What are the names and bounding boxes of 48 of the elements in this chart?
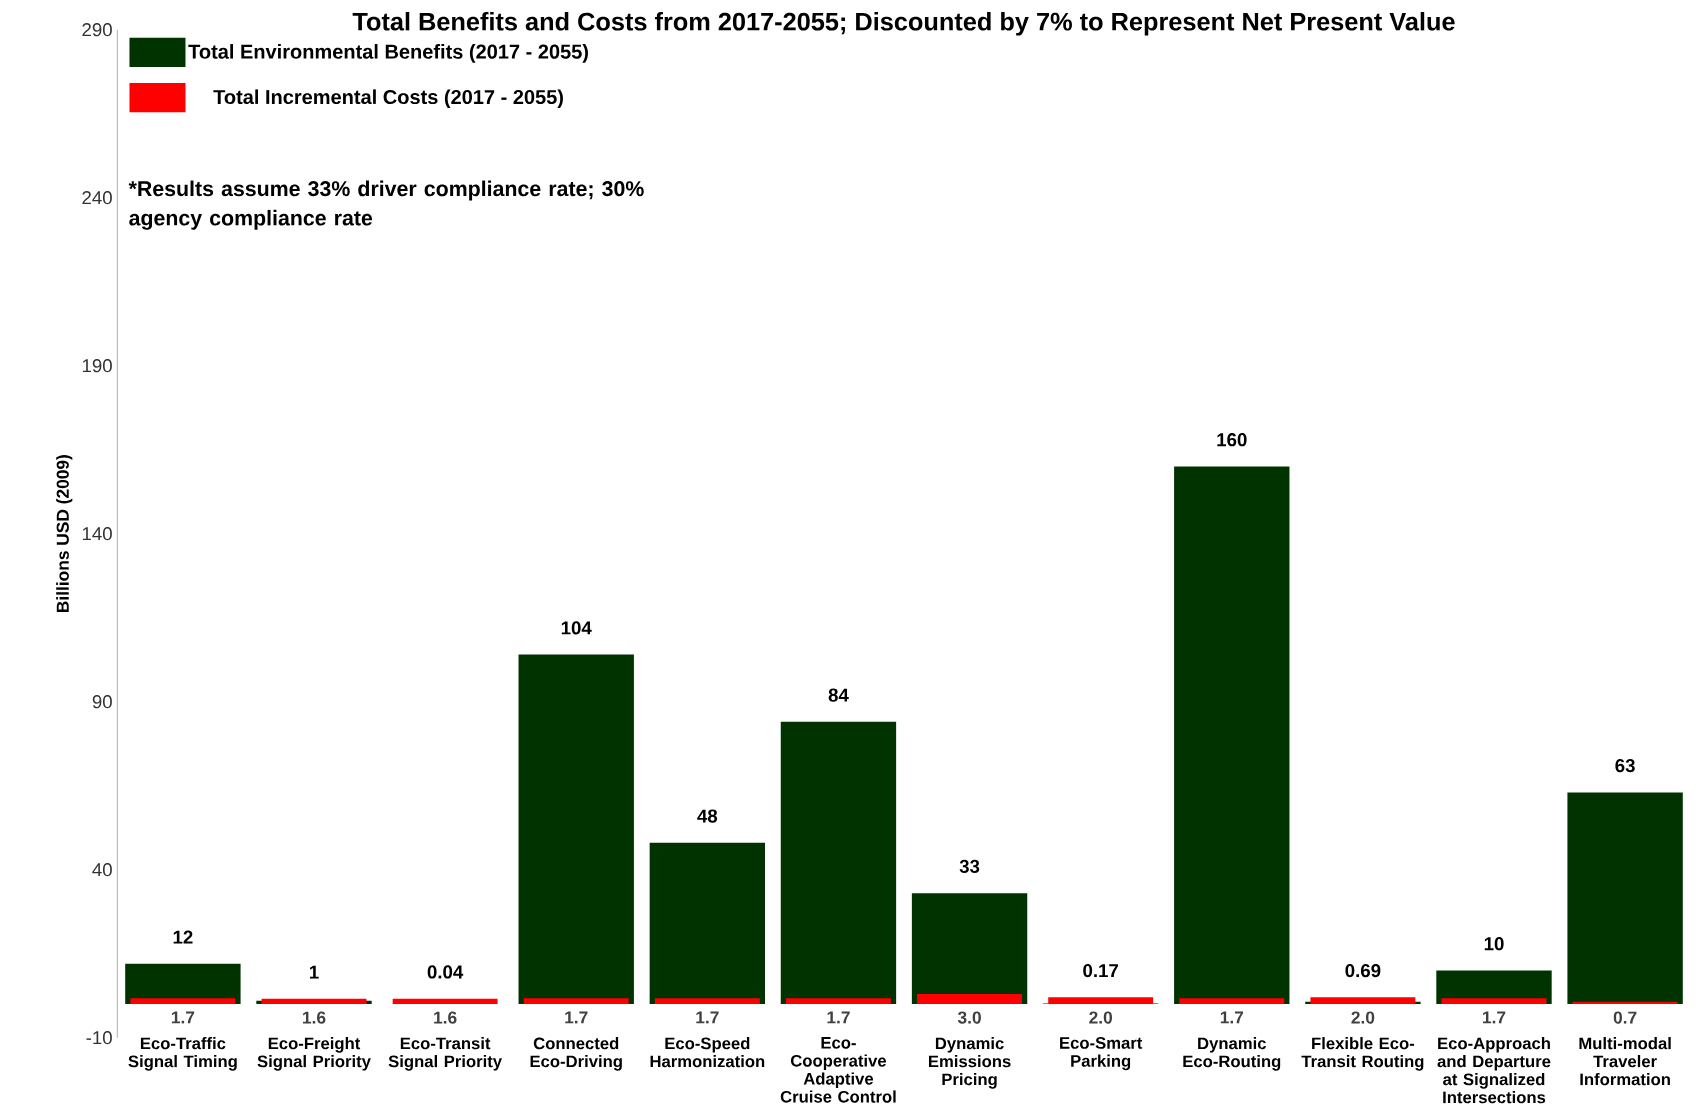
data-label: 10 [1484, 937, 1504, 951]
annotation: *Results assume 33% driver compliance rate; 30% agency compliance rate [128, 180, 644, 230]
data-label: 1.7 [171, 1011, 195, 1024]
x-tick-label: Eco-Cooperative Adaptive Cruise Control [780, 1037, 896, 1103]
y-axis-title: Billions USD (2009) [56, 455, 73, 612]
chart-title: Total Benefits and Costs from 2017-2055; Discounted by 7% to Represent Net Present Value [352, 12, 1455, 36]
y-tick-label: 40 [92, 863, 112, 877]
y-tick-label: -10 [86, 1031, 112, 1045]
data-label: 1.6 [434, 1011, 457, 1024]
x-tick-label: Eco-Traffic Signal Timing [128, 1037, 237, 1071]
y-tick-label: 190 [82, 359, 112, 373]
data-label: 12 [173, 930, 193, 944]
x-tick-label: Eco-Transit Signal Priority [388, 1037, 502, 1071]
x-tick-label: Connected Eco-Driving [530, 1037, 622, 1071]
data-label: 160 [1217, 433, 1247, 447]
data-label: 1.6 [303, 1011, 326, 1024]
legend-label: Total Environmental Benefits (2017 - 2055) [188, 44, 588, 63]
data-label: 0.7 [1613, 1011, 1637, 1024]
data-label: 1 [309, 965, 319, 979]
data-label: 1.7 [1483, 1011, 1506, 1024]
data-label: 1.7 [696, 1011, 719, 1024]
data-label: 104 [561, 621, 592, 635]
data-label: 84 [828, 688, 849, 702]
x-tick-label: Eco-Speed Harmonization [650, 1037, 765, 1068]
data-label: 2.0 [1351, 1011, 1375, 1024]
x-tick-label: Multi-modal Traveler Information [1579, 1037, 1671, 1086]
y-tick-label: 290 [82, 23, 112, 37]
data-label: 1.7 [1220, 1011, 1244, 1024]
x-tick-label: Dynamic Eco-Routing [1183, 1037, 1281, 1071]
y-tick-label: 140 [82, 527, 112, 541]
x-tick-label: Dynamic Emissions Pricing [928, 1037, 1011, 1089]
legend-label: Total Incremental Costs (2017 - 2055) [213, 89, 563, 109]
data-label: 3.0 [957, 1011, 981, 1024]
data-label: 2.0 [1089, 1011, 1113, 1024]
x-tick-label: Flexible Eco-Transit Routing [1301, 1037, 1424, 1071]
data-label: 63 [1615, 759, 1635, 773]
data-label: 1.7 [827, 1011, 850, 1024]
data-label: 1.7 [565, 1011, 588, 1024]
data-label: 0.17 [1083, 963, 1119, 978]
data-label: 48 [697, 809, 718, 823]
y-tick-label: 90 [92, 695, 112, 709]
data-label: 0.04 [427, 965, 464, 979]
data-label: 33 [959, 859, 980, 874]
y-tick-label: 240 [82, 191, 112, 205]
x-tick-label: Eco-Freight Signal Priority [257, 1037, 371, 1071]
data-label: 0.69 [1345, 963, 1381, 978]
x-tick-label: Eco-Smart Parking [1060, 1037, 1143, 1071]
x-tick-label: Eco-Approach and Departure at Signalized Intersections [1437, 1037, 1551, 1104]
